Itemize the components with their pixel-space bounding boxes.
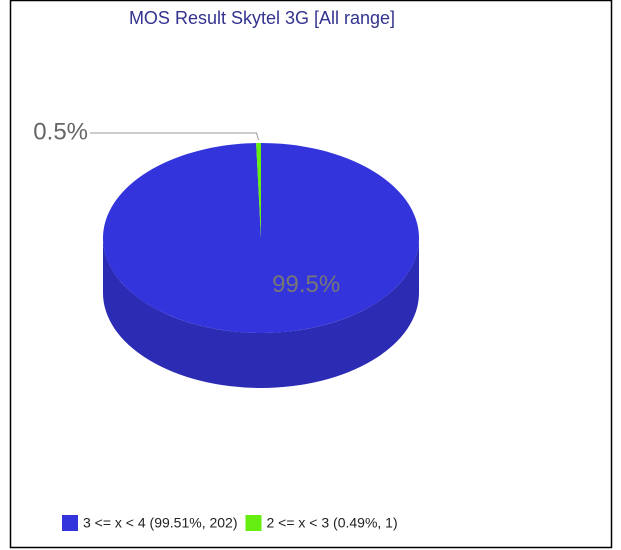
- pie-slice: [102, 143, 419, 333]
- pie-slice: [256, 143, 261, 238]
- leader-line: [90, 132, 260, 141]
- legend-label: 2 <= x < 3 (0.49%, 1): [267, 515, 398, 531]
- legend-label: 3 <= x < 4 (99.51%, 202): [83, 515, 238, 531]
- data-label: 99.5%: [272, 271, 340, 298]
- legend-swatch: [62, 515, 78, 531]
- pie-side: [103, 238, 419, 388]
- legend-swatch: [245, 515, 262, 531]
- data-label: 0.5%: [33, 118, 88, 145]
- chart-title: MOS Result Skytel 3G [All range]: [129, 8, 395, 28]
